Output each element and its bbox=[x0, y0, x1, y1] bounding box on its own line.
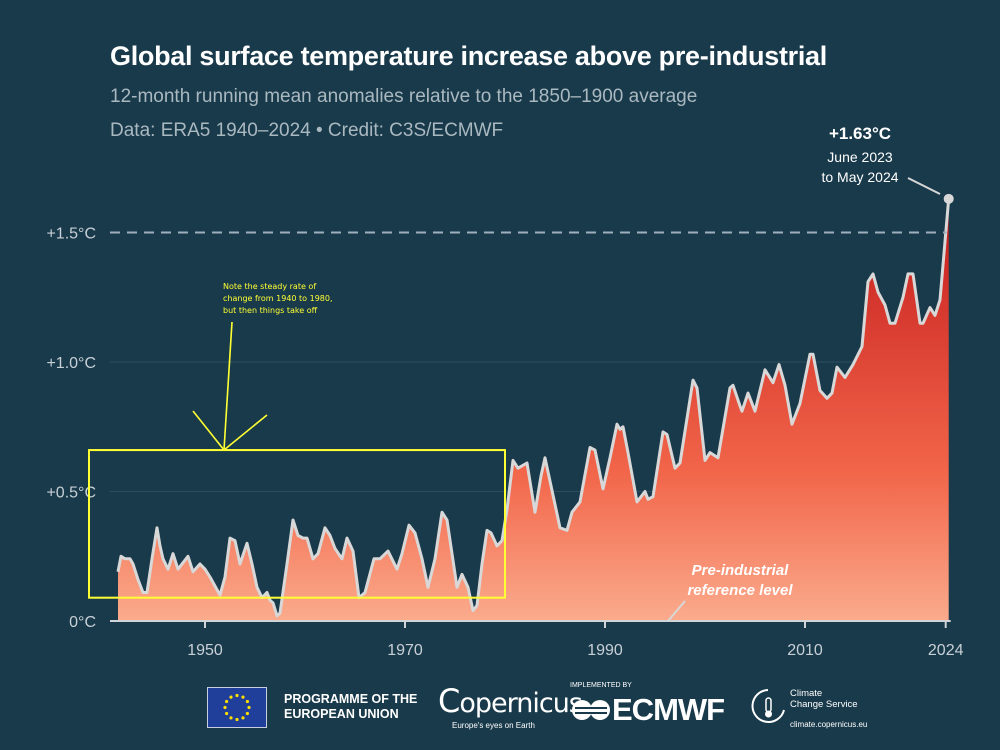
y-axis: 0°C +0.5°C +1.0°C +1.5°C bbox=[46, 226, 96, 632]
ecmwf-icon bbox=[572, 700, 610, 720]
annotation-arrow bbox=[192, 321, 268, 452]
peak-period-label-1: June 2023 bbox=[827, 149, 893, 165]
eu-star bbox=[245, 699, 249, 704]
eu-star bbox=[241, 695, 245, 699]
eu-star bbox=[225, 699, 229, 704]
peak-value-label: +1.63°C bbox=[829, 124, 891, 143]
ccs-logo-text: Climate Change Service bbox=[790, 688, 858, 710]
x-tick-label: 1990 bbox=[587, 642, 623, 659]
copernicus-word: opernicus bbox=[459, 688, 583, 719]
peak-leader-line bbox=[907, 177, 941, 195]
eu-programme-logo: PROGRAMME OF THE EUROPEAN UNION bbox=[284, 692, 417, 722]
ccs-url: climate.copernicus.eu bbox=[790, 720, 868, 729]
temperature-line bbox=[116, 198, 951, 618]
x-tick-label: 2024 bbox=[928, 642, 964, 659]
reference-leader-line bbox=[667, 600, 686, 622]
annotation-note-1: Note the steady rate of bbox=[223, 282, 316, 291]
x-axis: 1950 1970 1990 2010 2024 bbox=[187, 621, 964, 659]
data-credit: Data: ERA5 1940–2024 • Credit: C3S/ECMWF bbox=[110, 120, 504, 141]
temperature-chart: 0°C +0.5°C +1.0°C +1.5°C 1950 1970 1990 2010 20… bbox=[46, 124, 964, 659]
annotation-note-3: but then things take off bbox=[223, 306, 318, 315]
eu-star bbox=[235, 693, 239, 698]
annotation-note-2: change from 1940 to 1980, bbox=[223, 294, 333, 303]
chart-title: Global surface temperature increase abov… bbox=[110, 41, 827, 71]
x-tick-label: 1970 bbox=[387, 642, 423, 659]
ccs-line-1: Climate bbox=[790, 688, 823, 699]
eu-star bbox=[229, 695, 233, 699]
reference-label-2: reference level bbox=[687, 582, 793, 599]
chart-subtitle: 12-month running mean anomalies relative… bbox=[110, 86, 698, 107]
copernicus-tagline: Europe's eyes on Earth bbox=[452, 721, 535, 730]
copernicus-c: C bbox=[438, 682, 460, 720]
eu-star bbox=[235, 717, 239, 722]
eu-star bbox=[245, 711, 249, 716]
copernicus-logo: Copernicus bbox=[438, 682, 583, 720]
eu-star bbox=[247, 705, 251, 710]
y-tick-label: +0.5°C bbox=[46, 485, 96, 502]
temperature-area bbox=[118, 198, 949, 622]
implemented-by: IMPLEMENTED BY bbox=[570, 682, 632, 689]
eu-star bbox=[229, 716, 233, 720]
ecmwf-logo: ECMWF bbox=[612, 692, 725, 727]
x-tick-label: 2010 bbox=[787, 642, 823, 659]
eu-flag-icon bbox=[207, 687, 267, 728]
annotation-box bbox=[88, 449, 506, 599]
eu-line-2: EUROPEAN UNION bbox=[284, 707, 399, 721]
eu-star bbox=[223, 705, 227, 710]
x-tick-label: 1950 bbox=[187, 642, 223, 659]
ccs-line-2: Change Service bbox=[790, 699, 858, 710]
y-tick-label: 0°C bbox=[69, 614, 96, 631]
eu-star bbox=[241, 716, 245, 720]
y-tick-label: +1.0°C bbox=[46, 355, 96, 372]
climate-change-service-icon bbox=[751, 689, 785, 723]
footer-logos: PROGRAMME OF THE EUROPEAN UNION Copernic… bbox=[0, 680, 1000, 742]
eu-line-1: PROGRAMME OF THE bbox=[284, 692, 418, 706]
eu-star bbox=[225, 711, 229, 716]
peak-marker bbox=[943, 193, 954, 204]
reference-label-1: Pre-industrial bbox=[692, 562, 790, 579]
y-tick-label: +1.5°C bbox=[46, 226, 96, 243]
peak-period-label-2: to May 2024 bbox=[821, 169, 898, 185]
